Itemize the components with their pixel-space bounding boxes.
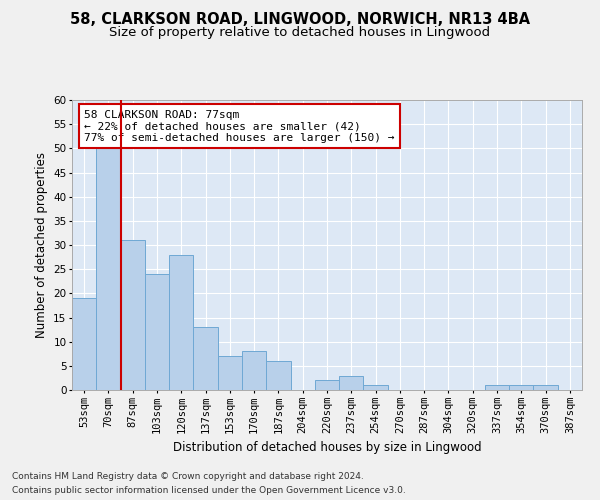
Bar	[169, 254, 193, 390]
Bar	[242, 352, 266, 390]
Text: 58, CLARKSON ROAD, LINGWOOD, NORWICH, NR13 4BA: 58, CLARKSON ROAD, LINGWOOD, NORWICH, NR…	[70, 12, 530, 28]
Text: Size of property relative to detached houses in Lingwood: Size of property relative to detached ho…	[109, 26, 491, 39]
Text: Contains HM Land Registry data © Crown copyright and database right 2024.: Contains HM Land Registry data © Crown c…	[12, 472, 364, 481]
Bar	[339, 376, 364, 390]
Bar	[72, 298, 96, 390]
Bar	[315, 380, 339, 390]
Bar	[218, 356, 242, 390]
X-axis label: Distribution of detached houses by size in Lingwood: Distribution of detached houses by size …	[173, 442, 481, 454]
Bar	[364, 385, 388, 390]
Bar	[485, 385, 509, 390]
Text: 58 CLARKSON ROAD: 77sqm
← 22% of detached houses are smaller (42)
77% of semi-de: 58 CLARKSON ROAD: 77sqm ← 22% of detache…	[84, 110, 395, 143]
Bar	[509, 385, 533, 390]
Bar	[121, 240, 145, 390]
Bar	[145, 274, 169, 390]
Y-axis label: Number of detached properties: Number of detached properties	[35, 152, 47, 338]
Bar	[96, 148, 121, 390]
Bar	[266, 361, 290, 390]
Text: Contains public sector information licensed under the Open Government Licence v3: Contains public sector information licen…	[12, 486, 406, 495]
Bar	[533, 385, 558, 390]
Bar	[193, 327, 218, 390]
